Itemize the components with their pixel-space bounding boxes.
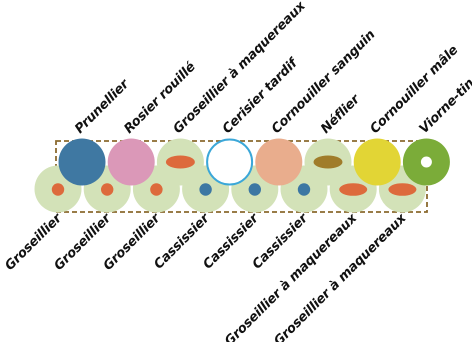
top-shrub-4-cerisier-tardif xyxy=(206,138,254,186)
top-shrub-2-rosier-rouille xyxy=(107,138,155,186)
cassissier-marker-dot xyxy=(297,183,311,196)
viorne-tin-center-hole xyxy=(420,156,432,168)
cassissier-marker-dot xyxy=(199,183,212,196)
top-row xyxy=(58,138,450,186)
groseillier-marker-dot xyxy=(101,183,114,196)
groseillier-marker-dot xyxy=(51,183,65,196)
top-label-7-cornouiller-male: Cornouiller mâle xyxy=(367,43,461,137)
top-label-6-neflier: Néflier xyxy=(318,91,364,137)
neflier-marker-oval xyxy=(313,155,343,169)
groseillier-marker-dot xyxy=(150,183,163,196)
groseillier-a-maquereaux-marker-oval xyxy=(165,155,195,169)
top-shrub-1-prunellier xyxy=(58,138,106,186)
groseillier-a-maquereaux-marker-oval xyxy=(388,183,417,196)
top-shrub-5-cornouiller-sanguin xyxy=(255,138,303,186)
cassissier-marker-dot xyxy=(248,183,261,196)
groseillier-a-maquereaux-marker-oval xyxy=(339,183,368,196)
top-shrub-7-cornouiller-male xyxy=(353,138,401,186)
